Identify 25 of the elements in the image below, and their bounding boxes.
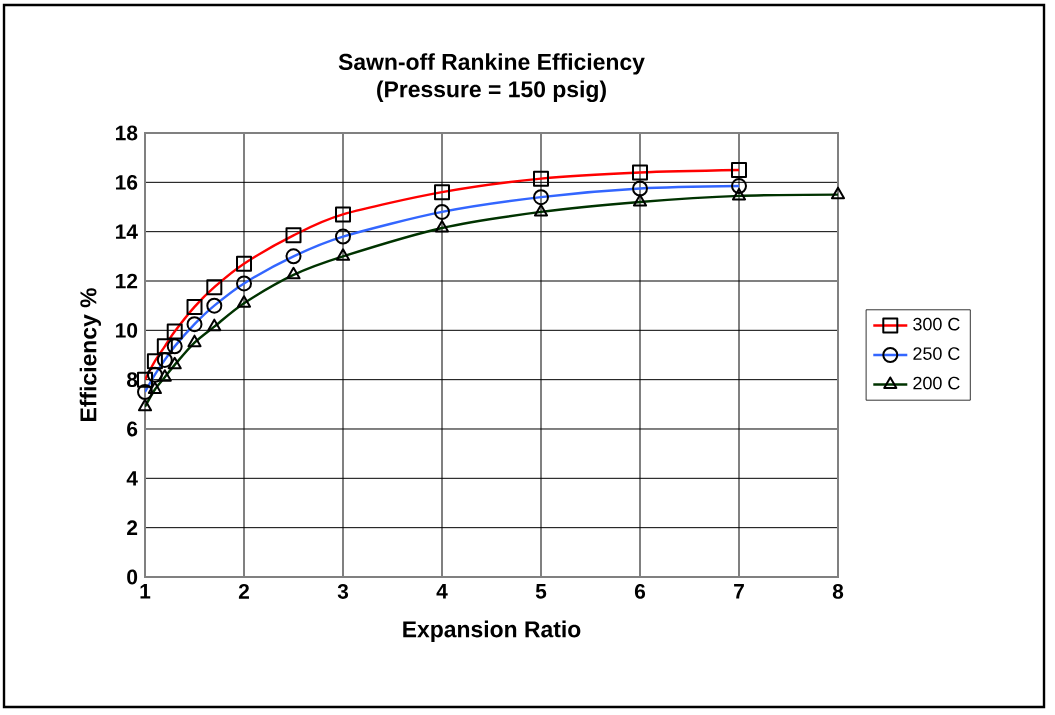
- y-tick-label: 0: [127, 569, 138, 585]
- y-tick-label: 18: [116, 125, 138, 141]
- chart-title: Sawn-off Rankine Efficiency: [338, 53, 645, 75]
- y-tick-label: 6: [127, 421, 138, 437]
- x-tick-label: 8: [832, 584, 844, 599]
- y-tick-label: 16: [116, 174, 138, 190]
- legend-label: 250 C: [913, 347, 960, 360]
- y-tick-label: 12: [116, 273, 138, 289]
- y-tick-label: 8: [126, 372, 138, 388]
- x-tick-label: 3: [337, 584, 349, 599]
- y-tick-label: 4: [126, 471, 138, 486]
- y-tick-label: 2: [127, 520, 138, 535]
- x-tick-label: 5: [535, 584, 547, 599]
- legend-label: 200 C: [913, 376, 960, 390]
- x-tick-label: 4: [436, 584, 448, 599]
- y-axis-title: Efficiency %: [79, 288, 102, 421]
- x-tick-label: 1: [140, 584, 151, 599]
- x-tick-label: 7: [734, 584, 744, 599]
- y-tick-label: 14: [116, 224, 138, 239]
- y-tick-label: 10: [116, 322, 138, 338]
- legend-label: 300 C: [913, 317, 960, 331]
- x-tick-label: 2: [238, 584, 249, 599]
- chart-subtitle: (Pressure = 150 psig): [377, 80, 606, 102]
- x-axis-title: Expansion Ratio: [403, 620, 581, 642]
- x-tick-label: 6: [634, 584, 646, 599]
